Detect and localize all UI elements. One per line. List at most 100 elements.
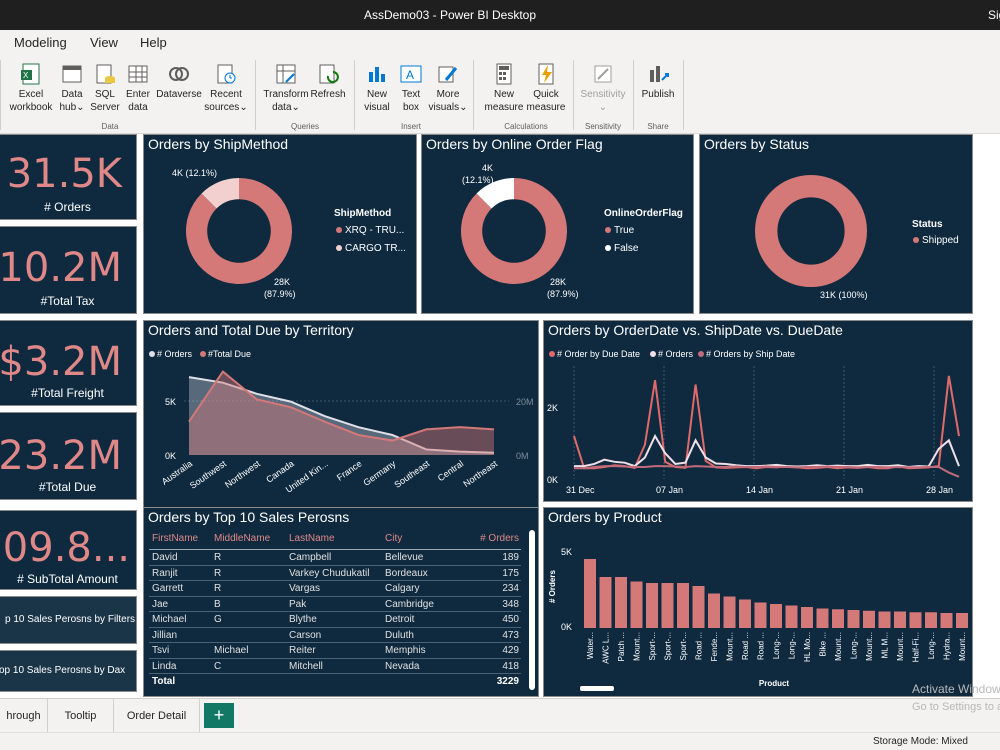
data-label-part: 28K [274,277,290,287]
product-bar[interactable] [956,613,968,628]
visual-top-sales[interactable]: Orders by Top 10 Sales Perosns FirstName… [143,507,539,697]
excel-workbook-button[interactable]: X Excel workbook [8,62,54,114]
product-bar[interactable] [925,612,937,628]
table-row[interactable]: Tsvi Michael Reiter Memphis 429 [149,643,521,659]
line-series[interactable] [574,433,960,468]
recent-sources-button[interactable]: Recent sources⌄ [204,62,248,114]
table-row[interactable]: Jae B Pak Cambridge 348 [149,597,521,612]
top10-filters-button[interactable]: p 10 Sales Perosns by Filters [0,596,137,644]
product-bar[interactable] [708,593,720,629]
column-header[interactable]: # Orders [480,533,519,544]
product-bar[interactable] [677,583,689,628]
column-header[interactable]: FirstName [152,533,199,544]
new-measure-button[interactable]: New measure [482,62,526,114]
product-bar[interactable] [599,577,612,628]
enter-data-button[interactable]: Enter data [122,62,154,114]
donut-slice[interactable] [201,178,239,209]
sql-server-button[interactable]: SQL Server [90,62,120,114]
horizontal-scrollbar[interactable] [580,686,614,691]
dataverse-button[interactable]: Dataverse [156,62,202,101]
product-bar[interactable] [661,583,674,628]
line-series[interactable] [573,375,960,470]
kpi-card-subtotal[interactable]: $109.8... # SubTotal Amount [0,510,137,590]
refresh-button[interactable]: Refresh [310,62,346,101]
visual-online-flag[interactable]: Orders by Online Order Flag OnlineOrderF… [421,134,694,314]
table-row[interactable]: David R Campbell Bellevue 189 [149,550,521,566]
product-bar[interactable] [863,610,875,628]
product-bar[interactable] [692,586,705,628]
donut-slice[interactable] [476,178,514,209]
column-header[interactable]: LastName [289,533,335,544]
table-cell: Duluth [385,629,414,641]
product-bar[interactable] [770,604,782,628]
table-row[interactable]: Linda C Mitchell Nevada 418 [149,659,521,674]
product-bar[interactable] [630,581,643,629]
svg-text:A: A [406,68,414,82]
visual-ship-method[interactable]: Orders by ShipMethod ShipMethod XRQ - TR… [143,134,417,314]
table-row[interactable]: Ranjit R Varkey Chudukatil Bordeaux 175 [149,566,521,581]
storage-mode[interactable]: Storage Mode: Mixed [872,736,968,747]
column-header[interactable]: MiddleName [214,533,271,544]
legend-dot [336,227,342,233]
kpi-card-total-tax[interactable]: $10.2M #Total Tax [0,226,137,314]
product-bar[interactable] [909,612,922,628]
data-hub-button[interactable]: Data hub⌄ [56,62,88,114]
product-bar[interactable] [894,611,906,629]
product-bar[interactable] [723,596,736,629]
product-bar[interactable] [878,611,891,629]
user-name[interactable]: Sig [988,8,1000,22]
more-visuals-button[interactable]: More visuals⌄ [428,62,468,114]
product-bar[interactable] [584,559,596,628]
tab-order-detail[interactable]: Order Detail [114,699,200,733]
tab-tooltip[interactable]: Tooltip [48,699,114,733]
text-box-button[interactable]: A Text box [396,62,426,114]
product-bar[interactable] [739,599,751,629]
quick-measure-button[interactable]: Quick measure [526,62,566,114]
sensitivity-button[interactable]: Sensitivity ⌄ [578,62,628,114]
visual-status[interactable]: Orders by Status Status Shipped 31K (100… [699,134,973,314]
x-tick: Southeast [392,458,431,490]
column-header[interactable]: City [385,533,403,544]
table-cell: 3229 [496,676,519,687]
product-bar[interactable] [754,602,767,629]
product-bar[interactable] [816,608,829,629]
menu-modeling[interactable]: Modeling [14,35,67,50]
visual-dates[interactable]: Orders by OrderDate vs. ShipDate vs. Due… [543,320,973,502]
product-bar[interactable] [832,609,844,628]
kpi-label: #Total Due [38,480,97,494]
product-bar[interactable] [940,613,953,628]
transform-data-button[interactable]: Transform data⌄ [262,62,310,114]
window-title: AssDemo03 - Power BI Desktop [363,8,537,22]
tab-drillthrough[interactable]: hrough [0,699,48,733]
line-series[interactable] [188,376,495,454]
donut-slice[interactable] [754,175,867,287]
publish-button[interactable]: Publish [638,62,678,101]
table-cell: Ranjit [152,567,178,579]
menu-help[interactable]: Help [140,35,167,50]
y-tick: 5K [165,397,176,407]
table-scrollbar[interactable] [529,530,535,690]
table-row[interactable]: Garrett R Vargas Calgary 234 [149,581,521,597]
new-visual-button[interactable]: New visual [360,62,394,114]
product-bar[interactable] [646,583,658,628]
plot-area [188,370,495,455]
table-row[interactable]: Michael G Blythe Detroit 450 [149,612,521,628]
quick-measure-icon [534,62,558,86]
area-series[interactable] [189,371,494,455]
menu-view[interactable]: View [90,35,118,50]
product-bar[interactable] [847,610,860,628]
line-series[interactable] [574,465,960,478]
kpi-card-total-freight[interactable]: $3.2M #Total Freight [0,320,137,406]
group-label-insert: Insert [400,122,421,131]
kpi-card-total-due[interactable]: 123.2M #Total Due [0,412,137,500]
visual-product[interactable]: Orders by Product 5K 0K # Orders Product… [543,507,973,697]
x-tick: Water... [586,632,595,659]
table-row[interactable]: Jillian Carson Duluth 473 [149,628,521,643]
add-page-button[interactable]: + [204,703,234,728]
product-bar[interactable] [615,577,627,628]
product-bar[interactable] [801,607,813,628]
kpi-card-orders[interactable]: 31.5K # Orders [0,134,137,220]
top10-dax-button[interactable]: op 10 Sales Perosns by Dax [0,650,137,692]
line-series[interactable] [188,370,495,442]
product-bar[interactable] [785,605,798,629]
